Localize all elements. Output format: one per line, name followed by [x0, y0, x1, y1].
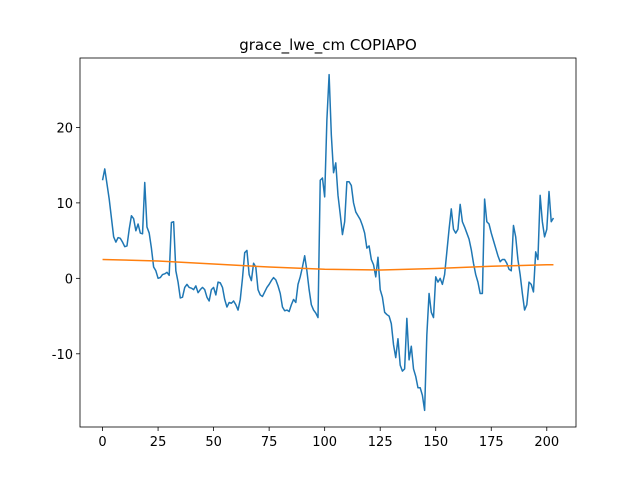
x-tick-label: 25 — [150, 435, 167, 450]
line-series — [101, 73, 555, 412]
x-tick-label: 200 — [534, 435, 559, 450]
line-series — [102, 258, 554, 271]
y-tick-label: 10 — [56, 197, 73, 212]
y-tick-label: 0 — [65, 272, 73, 287]
x-tick-label: 75 — [261, 435, 278, 450]
plot-frame — [79, 57, 577, 428]
chart-title: grace_lwe_cm COPIAPO — [239, 36, 417, 55]
x-tick-label: 50 — [205, 435, 222, 450]
y-tick-label: 20 — [56, 121, 73, 136]
x-tick-label: 175 — [479, 435, 504, 450]
x-tick-label: 150 — [423, 435, 448, 450]
x-tick-label: 125 — [368, 435, 393, 450]
y-tick-label: -10 — [52, 348, 73, 363]
x-tick-label: 0 — [98, 435, 106, 450]
x-tick-label: 100 — [312, 435, 337, 450]
